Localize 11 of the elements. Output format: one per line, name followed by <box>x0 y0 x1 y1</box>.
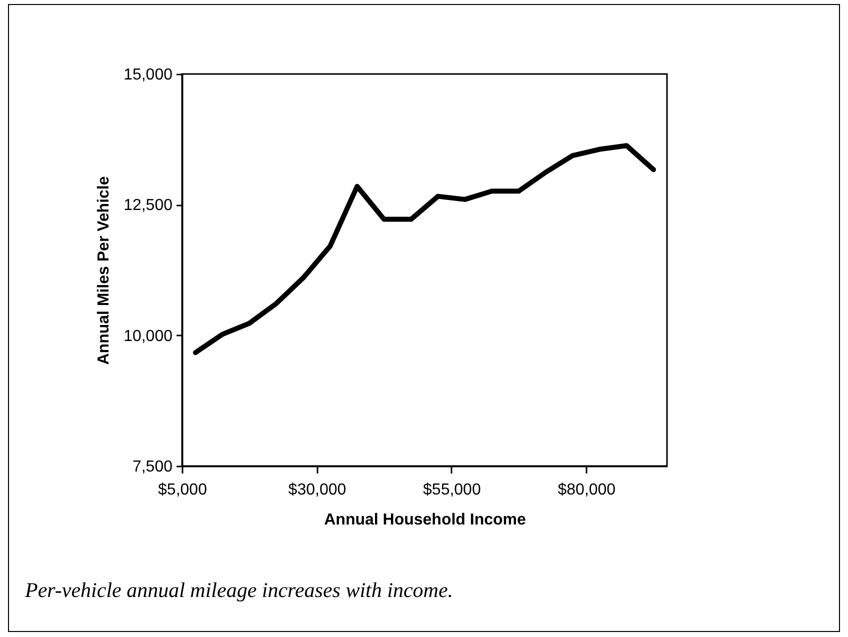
y-tick-label: 10,000 <box>124 328 173 345</box>
x-tick-label: $30,000 <box>288 482 346 498</box>
x-tick-label: $5,000 <box>158 482 208 498</box>
text: Per-vehicle annual mileage increases with income. <box>25 578 454 603</box>
y-tick-label: 15,000 <box>124 66 173 84</box>
y-tick-label: 7,500 <box>132 458 173 476</box>
y-tick-label: 12,500 <box>124 197 173 214</box>
x-axis-title: Annual Household Income <box>324 512 526 528</box>
y-axis-title: Annual Miles Per Vehicle <box>96 176 113 365</box>
x-tick-label: $80,000 <box>558 482 616 498</box>
x-tick-label: $55,000 <box>423 482 481 498</box>
